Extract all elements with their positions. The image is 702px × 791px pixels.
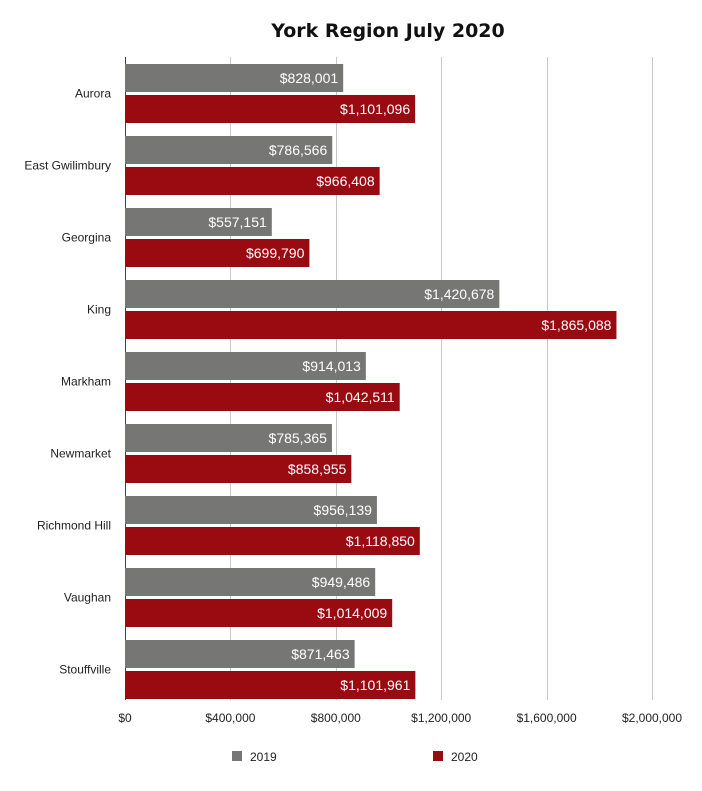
category-labels: Aurora East Gwilimbury Georgina King Markham…: [24, 87, 111, 677]
category-label: East Gwilimbury: [24, 159, 111, 173]
bar-2019: [125, 136, 333, 164]
bar-value-label: $949,486: [312, 574, 371, 590]
bar-2020: [125, 95, 416, 123]
bar-value-label: $557,151: [208, 214, 267, 230]
bar-2019: [125, 640, 355, 668]
x-tick-label: $1,600,000: [517, 711, 577, 725]
category-label: Richmond Hill: [37, 519, 111, 533]
bar-value-label: $1,014,009: [317, 605, 387, 621]
x-tick-label: $800,000: [311, 711, 361, 725]
bar-value-label: $956,139: [314, 502, 373, 518]
bars: $828,001$1,101,096 $786,566 $966,408 $557,1…: [125, 64, 617, 699]
x-tick-label: $400,000: [205, 711, 255, 725]
category-label: Vaughan: [64, 591, 111, 605]
x-tick-label: $2,000,000: [622, 711, 682, 725]
bar-2019: [125, 352, 366, 380]
x-tick-label: $0: [118, 711, 132, 725]
legend-label: 2020: [451, 750, 478, 764]
bar-value-label: $966,408: [316, 173, 375, 189]
bar-2020: [125, 455, 352, 483]
bar-value-label: $1,101,096: [340, 101, 410, 117]
bar-value-label: $786,566: [269, 142, 328, 158]
bar-2019: [125, 208, 272, 236]
bar-value-label: $1,865,088: [541, 317, 611, 333]
category-label: King: [87, 303, 111, 317]
bar-2020: [125, 527, 420, 555]
bar-2020: [125, 167, 380, 195]
chart-title: York Region July 2020: [270, 20, 505, 42]
legend: 2019 2020: [232, 750, 478, 764]
category-label: Stouffville: [59, 663, 111, 677]
bar-value-label: $1,042,511: [326, 389, 395, 405]
x-tick-label: $1,200,000: [411, 711, 471, 725]
bar-2020: [125, 311, 617, 339]
category-label: Markham: [61, 375, 111, 389]
legend-swatch-2019: [232, 751, 242, 761]
bar-2020: [125, 671, 416, 699]
bar-2019: [125, 568, 376, 596]
bar-2020: [125, 239, 310, 267]
bar-value-label: $828,001: [280, 70, 339, 86]
bar-2020: [125, 599, 393, 627]
legend-label: 2019: [250, 750, 277, 764]
bar-value-label: $1,118,850: [346, 533, 415, 549]
bar-2019: [125, 280, 500, 308]
category-label: Georgina: [62, 231, 112, 245]
bar-value-label: $858,955: [288, 461, 347, 477]
bar-2019: [125, 496, 377, 524]
bar-value-label: $785,365: [269, 430, 328, 446]
bar-value-label: $699,790: [246, 245, 305, 261]
bar-2019: [125, 424, 332, 452]
bar-value-label: $1,101,961: [340, 677, 410, 693]
category-label: Aurora: [75, 87, 111, 101]
bar-value-label: $871,463: [291, 646, 350, 662]
category-label: Newmarket: [50, 447, 111, 461]
x-axis-ticks: $0 $400,000 $800,000 $1,200,000 $1,600,000 $2…: [118, 711, 682, 725]
bar-value-label: $914,013: [302, 358, 361, 374]
bar-2019: [125, 64, 344, 92]
legend-swatch-2020: [433, 751, 443, 761]
bar-2020: [125, 383, 400, 411]
bar-value-label: $1,420,678: [424, 286, 494, 302]
